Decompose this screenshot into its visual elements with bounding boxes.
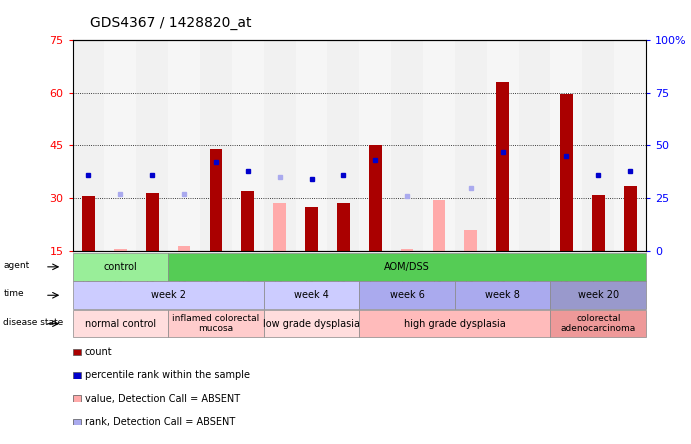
Bar [592, 194, 605, 251]
Text: week 8: week 8 [485, 290, 520, 300]
FancyBboxPatch shape [551, 281, 646, 309]
Bar [369, 146, 381, 251]
Text: high grade dysplasia: high grade dysplasia [404, 319, 506, 329]
Text: low grade dysplasia: low grade dysplasia [263, 319, 360, 329]
Bar [328, 40, 359, 251]
Text: inflamed colorectal
mucosa: inflamed colorectal mucosa [172, 314, 260, 333]
Bar [583, 40, 614, 251]
Text: week 6: week 6 [390, 290, 424, 300]
Text: week 2: week 2 [151, 290, 186, 300]
FancyBboxPatch shape [359, 310, 551, 337]
Text: percentile rank within the sample: percentile rank within the sample [85, 370, 250, 381]
Text: rank, Detection Call = ABSENT: rank, Detection Call = ABSENT [85, 416, 235, 427]
Bar [209, 149, 223, 251]
Bar [519, 40, 551, 251]
Bar [168, 40, 200, 251]
Text: AOM/DSS: AOM/DSS [384, 262, 430, 272]
Bar [496, 82, 509, 251]
Bar [273, 203, 286, 251]
Bar [73, 40, 104, 251]
Bar [305, 207, 318, 251]
Bar [136, 40, 168, 251]
Bar [82, 196, 95, 251]
Bar [401, 249, 413, 251]
Text: GDS4367 / 1428820_at: GDS4367 / 1428820_at [90, 16, 252, 30]
FancyBboxPatch shape [73, 253, 168, 281]
Bar [433, 200, 445, 251]
Bar [560, 95, 573, 251]
Text: time: time [3, 289, 24, 298]
Bar [455, 40, 486, 251]
FancyBboxPatch shape [359, 281, 455, 309]
Bar [337, 203, 350, 251]
Text: value, Detection Call = ABSENT: value, Detection Call = ABSENT [85, 393, 240, 404]
Bar [391, 40, 423, 251]
Bar [200, 40, 232, 251]
FancyBboxPatch shape [73, 310, 168, 337]
Bar [464, 230, 477, 251]
FancyBboxPatch shape [73, 281, 264, 309]
Bar [264, 40, 296, 251]
Bar [296, 40, 328, 251]
FancyBboxPatch shape [168, 253, 646, 281]
Bar [423, 40, 455, 251]
Bar [104, 40, 136, 251]
FancyBboxPatch shape [264, 281, 359, 309]
Text: disease state: disease state [3, 318, 64, 327]
Text: colorectal
adenocarcinoma: colorectal adenocarcinoma [560, 314, 636, 333]
Text: agent: agent [3, 261, 30, 270]
Bar [551, 40, 583, 251]
Bar [232, 40, 264, 251]
FancyBboxPatch shape [168, 310, 264, 337]
Bar [114, 249, 126, 251]
Bar [486, 40, 519, 251]
Bar [624, 186, 636, 251]
Text: count: count [85, 347, 113, 357]
Bar [146, 193, 159, 251]
Bar [241, 191, 254, 251]
Text: week 4: week 4 [294, 290, 329, 300]
Text: week 20: week 20 [578, 290, 619, 300]
FancyBboxPatch shape [264, 310, 359, 337]
Text: normal control: normal control [85, 319, 156, 329]
Bar [359, 40, 391, 251]
FancyBboxPatch shape [551, 310, 646, 337]
Text: control: control [104, 262, 138, 272]
Bar [178, 246, 191, 251]
FancyBboxPatch shape [455, 281, 551, 309]
Bar [614, 40, 646, 251]
